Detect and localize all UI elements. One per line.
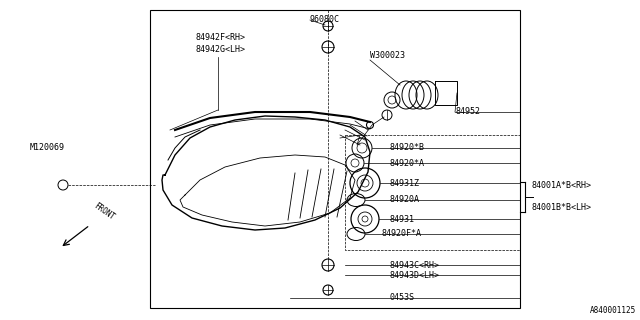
Text: 84920*A: 84920*A	[390, 158, 425, 167]
Text: W300023: W300023	[370, 51, 405, 60]
Text: 0453S: 0453S	[390, 293, 415, 302]
Bar	[150, 10, 520, 308]
Text: 84920F*A: 84920F*A	[381, 229, 421, 238]
Text: 84920*B: 84920*B	[390, 143, 425, 153]
Text: 84920A: 84920A	[390, 196, 420, 204]
Text: 84942F<RH>: 84942F<RH>	[195, 34, 245, 43]
Text: 84001B*B<LH>: 84001B*B<LH>	[532, 203, 592, 212]
Text: 96080C: 96080C	[310, 15, 340, 25]
Text: 84931Z: 84931Z	[390, 179, 420, 188]
Text: FRONT: FRONT	[92, 201, 116, 222]
Text: 84931: 84931	[390, 214, 415, 223]
Text: 84942G<LH>: 84942G<LH>	[195, 45, 245, 54]
Text: M120069: M120069	[30, 143, 65, 153]
Text: 84001A*B<RH>: 84001A*B<RH>	[532, 180, 592, 189]
Text: 84943C<RH>: 84943C<RH>	[390, 260, 440, 269]
Text: 84943D<LH>: 84943D<LH>	[390, 270, 440, 279]
Text: 84952: 84952	[456, 108, 481, 116]
Text: A840001125: A840001125	[589, 306, 636, 315]
